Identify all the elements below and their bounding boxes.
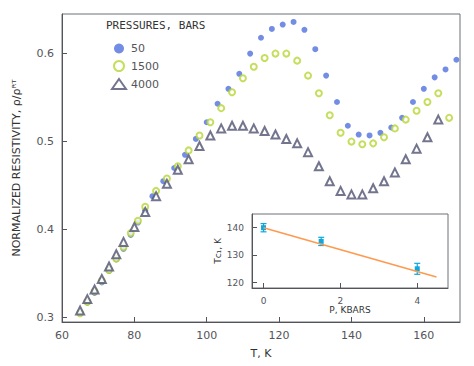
svg-text:0: 0 bbox=[261, 296, 267, 306]
svg-text:0.3: 0.3 bbox=[37, 311, 55, 324]
svg-text:T, K: T, K bbox=[250, 347, 273, 360]
svg-text:4000: 4000 bbox=[131, 78, 159, 91]
svg-text:160: 160 bbox=[413, 329, 434, 342]
svg-text:140: 140 bbox=[227, 223, 244, 233]
svg-text:0.4: 0.4 bbox=[37, 223, 55, 236]
svg-text:130: 130 bbox=[227, 250, 244, 260]
svg-text:100: 100 bbox=[196, 329, 217, 342]
svg-text:50: 50 bbox=[131, 42, 145, 55]
svg-text:80: 80 bbox=[127, 329, 141, 342]
svg-text:140: 140 bbox=[341, 329, 362, 342]
svg-text:4: 4 bbox=[414, 296, 420, 306]
svg-text:0.5: 0.5 bbox=[37, 135, 55, 148]
svg-text:Tᴄ₁, K: Tᴄ₁, K bbox=[213, 237, 223, 265]
svg-text:60: 60 bbox=[55, 329, 69, 342]
svg-text:P, KBARS: P, KBARS bbox=[329, 305, 371, 315]
svg-text:NORMALIZED RESISTIVITY, ρ/ρᴿᵀ: NORMALIZED RESISTIVITY, ρ/ρᴿᵀ bbox=[10, 79, 23, 257]
svg-text:120: 120 bbox=[269, 329, 290, 342]
svg-text:2: 2 bbox=[338, 296, 344, 306]
svg-text:PRESSURES, BARS: PRESSURES, BARS bbox=[106, 19, 205, 32]
svg-text:0.6: 0.6 bbox=[37, 47, 55, 60]
svg-text:1500: 1500 bbox=[131, 60, 159, 73]
svg-text:120: 120 bbox=[227, 278, 244, 288]
